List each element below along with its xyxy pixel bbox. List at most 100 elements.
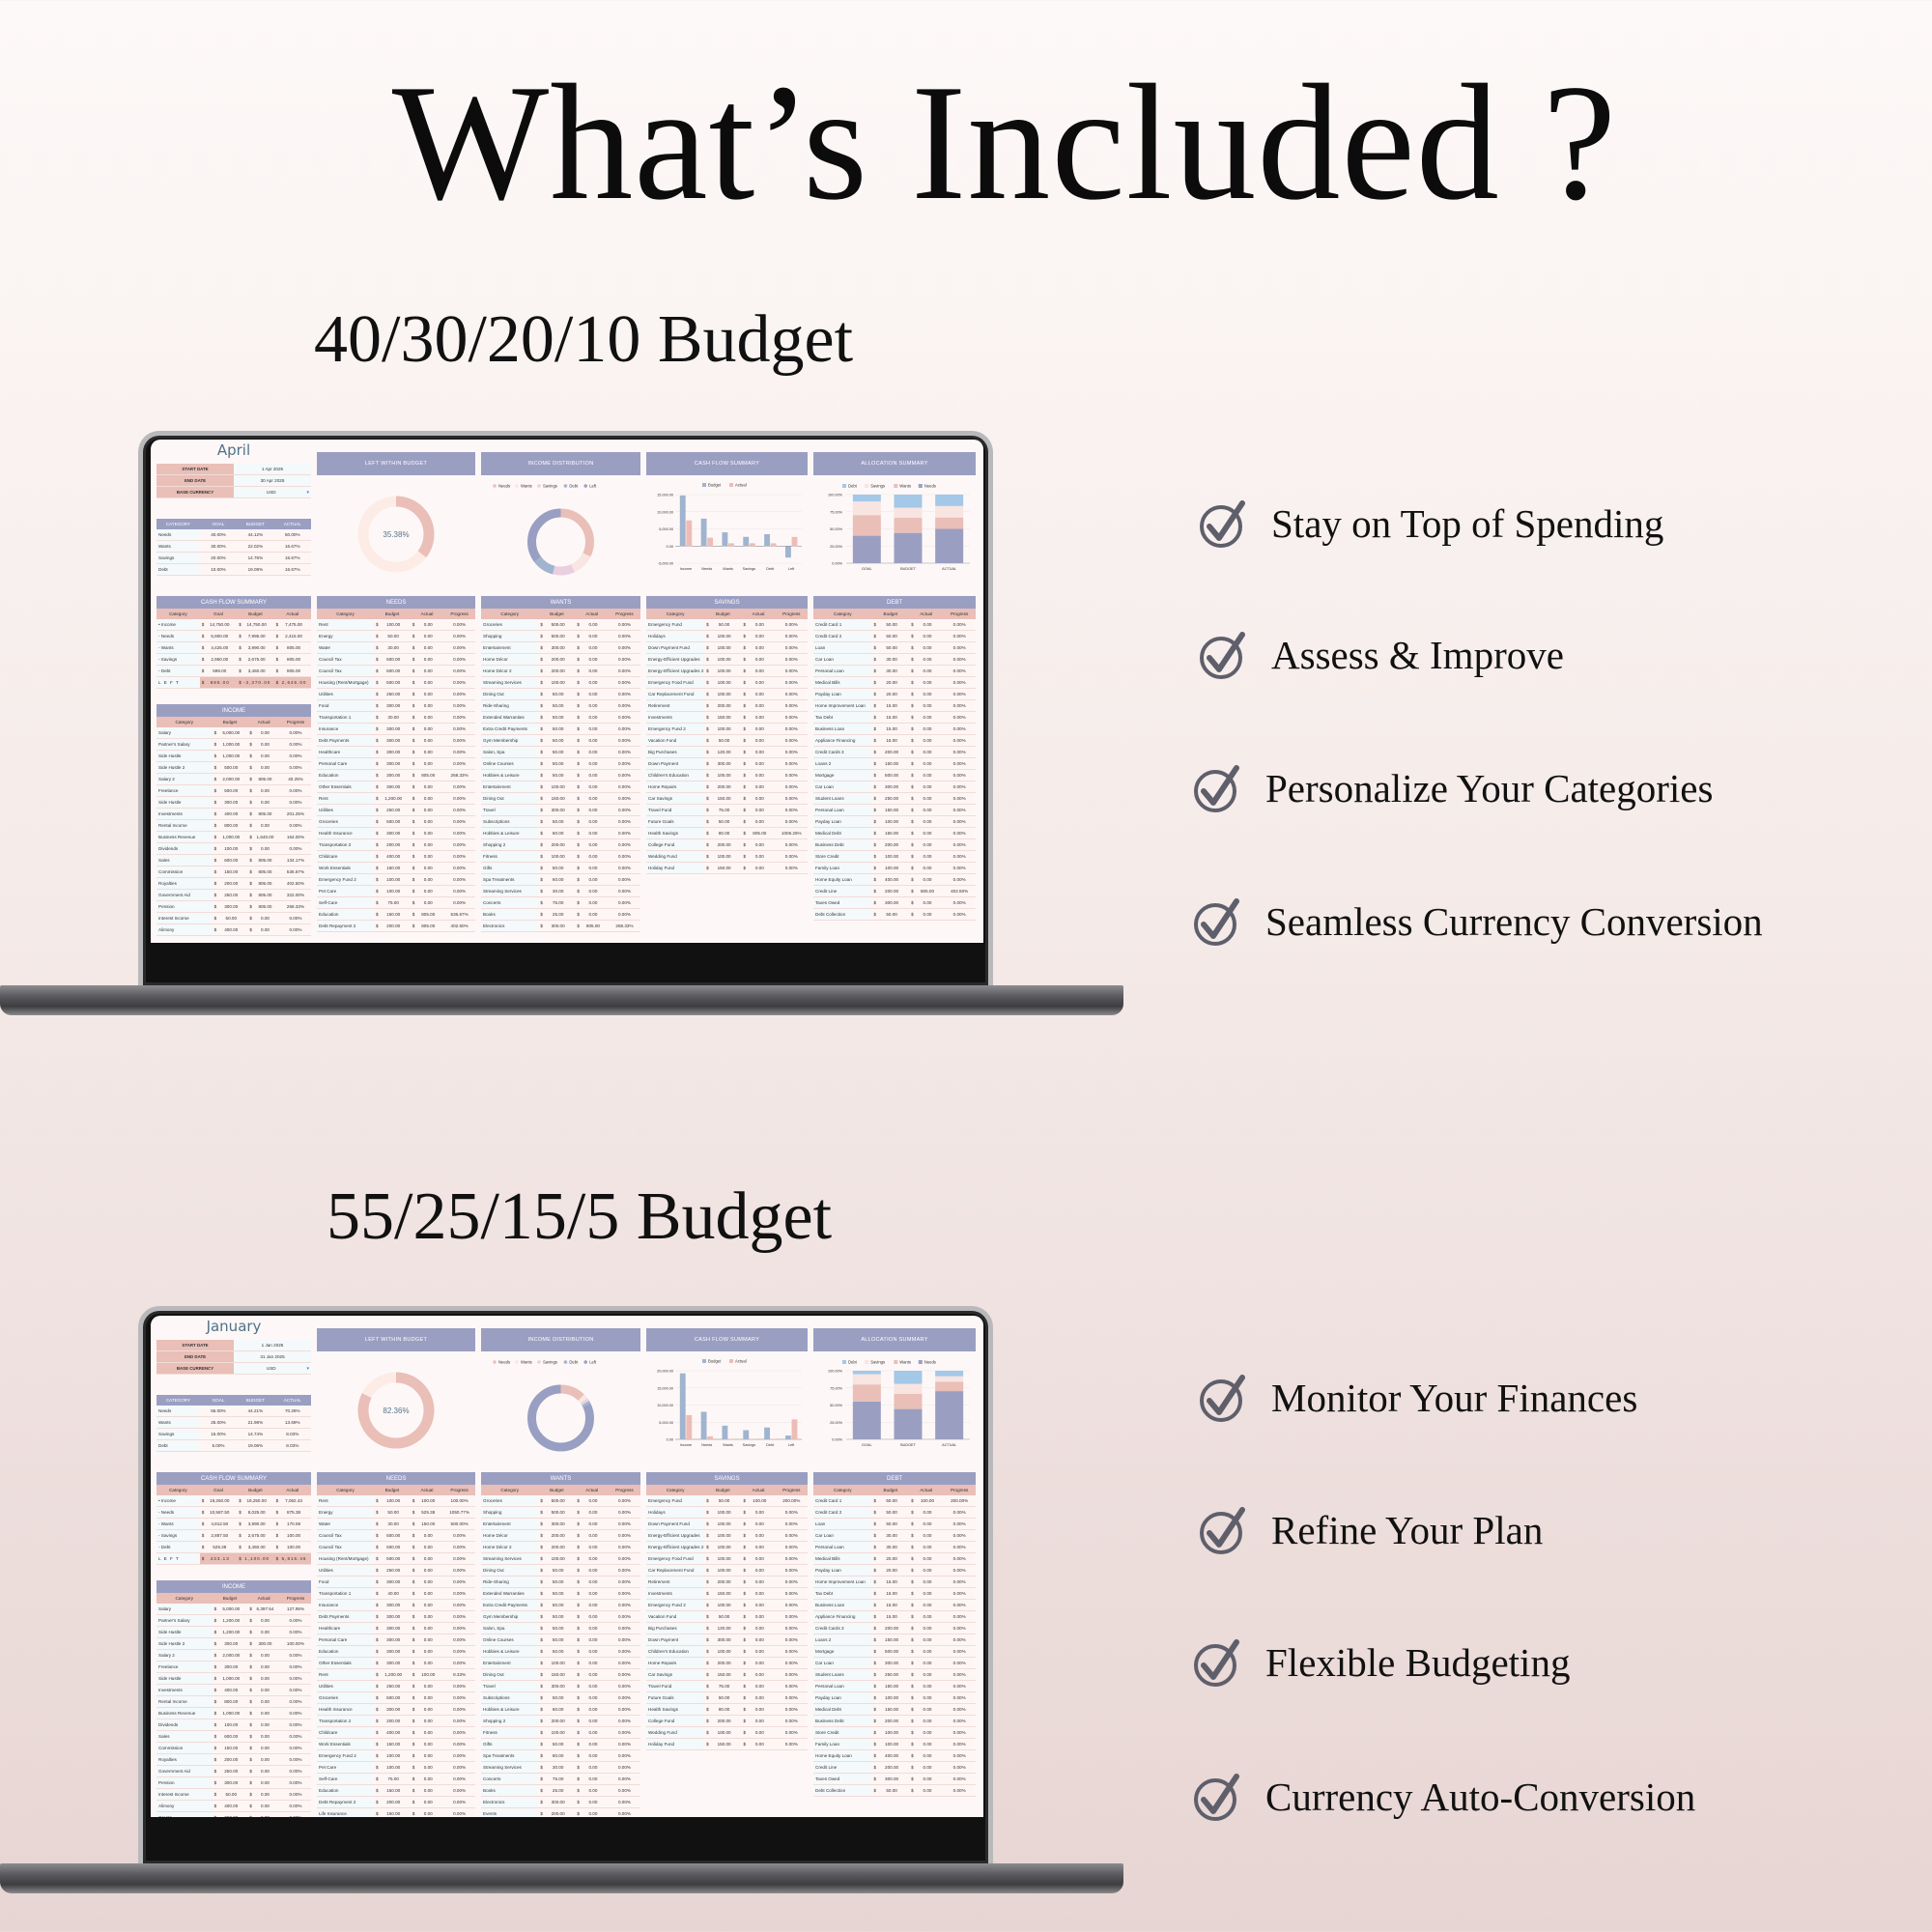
value-cell[interactable]: $0.00 [411, 1623, 443, 1634]
value-cell[interactable]: $0.00 [909, 793, 943, 804]
value-cell[interactable]: $50.00 [374, 1507, 411, 1518]
value-cell[interactable]: $250.00 [213, 890, 248, 900]
value-cell[interactable]: $0.00 [909, 1658, 943, 1668]
value-cell[interactable]: $0.00 [575, 839, 609, 850]
value-cell[interactable]: $0.00 [909, 1727, 943, 1738]
value-cell[interactable]: $0.00 [575, 770, 609, 781]
value-cell[interactable]: $50.00 [538, 747, 575, 757]
value-cell[interactable]: $100.00 [374, 619, 411, 630]
value-cell[interactable]: $0.00 [742, 1577, 776, 1587]
value-cell[interactable]: $20.00 [871, 689, 909, 699]
value-cell[interactable]: $0.00 [247, 1719, 280, 1730]
value-cell[interactable]: $0.00 [575, 1785, 609, 1796]
value-cell[interactable]: $0.00 [411, 712, 443, 723]
value-cell[interactable]: $0.00 [575, 1808, 609, 1817]
value-cell[interactable]: $150.00 [871, 1634, 909, 1645]
value-cell[interactable]: $0.00 [575, 689, 609, 699]
value-cell[interactable]: $500.00 [374, 1553, 411, 1564]
value-cell[interactable]: $30.00 [538, 1762, 575, 1773]
value-cell[interactable]: $50.00 [704, 1495, 741, 1506]
value-cell[interactable]: $200.00 [538, 1716, 575, 1726]
value-cell[interactable]: $200.00 [704, 781, 741, 792]
value-cell[interactable]: $0.00 [742, 793, 776, 804]
value-cell[interactable]: $0.00 [411, 781, 443, 792]
value-cell[interactable]: $0.00 [575, 828, 609, 838]
value-cell[interactable]: $0.00 [575, 1681, 609, 1691]
value-cell[interactable]: $400.00 [374, 1727, 411, 1738]
value-cell[interactable]: $100.00 [704, 851, 741, 862]
value-cell[interactable]: $0.00 [575, 816, 609, 827]
value-cell[interactable]: $50.00 [871, 1495, 909, 1506]
value-cell[interactable]: $0.00 [411, 724, 443, 734]
value-cell[interactable]: $0.00 [575, 735, 609, 746]
value-cell[interactable]: $0.00 [411, 1681, 443, 1691]
value-cell[interactable]: $0.00 [742, 1646, 776, 1657]
value-cell[interactable]: $200.00 [538, 839, 575, 850]
value-cell[interactable]: $30.00 [871, 666, 909, 676]
value-cell[interactable]: $300.00 [871, 1774, 909, 1784]
value-cell[interactable]: $0.00 [742, 1634, 776, 1645]
value-cell[interactable]: $500.00 [374, 677, 411, 688]
value-cell[interactable]: $500.00 [871, 770, 909, 781]
value-cell[interactable]: $0.00 [909, 747, 943, 757]
value-cell[interactable]: $300.00 [374, 1577, 411, 1587]
value-cell[interactable]: $0.00 [909, 1565, 943, 1576]
value-cell[interactable]: $500.00 [538, 1495, 575, 1506]
value-cell[interactable]: $0.00 [247, 1777, 280, 1788]
value-cell[interactable]: $800.00 [213, 1696, 248, 1707]
value-cell[interactable]: $250.00 [374, 805, 411, 815]
value-cell[interactable]: $0.00 [742, 839, 776, 850]
value-cell[interactable]: $0.00 [742, 631, 776, 641]
value-cell[interactable]: $0.00 [247, 785, 280, 796]
value-cell[interactable]: $0.00 [909, 1669, 943, 1680]
setting-value[interactable]: 1 Apr 2025 [234, 464, 311, 474]
value-cell[interactable]: $0.00 [909, 1507, 943, 1518]
value-cell[interactable]: $400.00 [213, 809, 248, 819]
value-cell[interactable]: $0.00 [742, 781, 776, 792]
value-cell[interactable]: $0.00 [742, 712, 776, 723]
value-cell[interactable]: $15.00 [871, 735, 909, 746]
value-cell[interactable]: $0.00 [909, 700, 943, 711]
value-cell[interactable]: $0.00 [575, 863, 609, 873]
value-cell[interactable]: $300.00 [538, 1681, 575, 1691]
value-cell[interactable]: $100.00 [704, 631, 741, 641]
value-cell[interactable]: $0.00 [247, 1708, 280, 1719]
value-cell[interactable]: $200.00 [704, 1577, 741, 1587]
value-cell[interactable]: $50.00 [871, 619, 909, 630]
value-cell[interactable]: $0.00 [411, 1692, 443, 1703]
value-cell[interactable]: $0.00 [575, 1519, 609, 1529]
value-cell[interactable]: $50.00 [538, 1588, 575, 1599]
value-cell[interactable]: $200.00 [538, 666, 575, 676]
value-cell[interactable]: $0.00 [742, 851, 776, 862]
value-cell[interactable]: $50.00 [704, 1692, 741, 1703]
value-cell[interactable]: $0.00 [909, 816, 943, 827]
value-cell[interactable]: $200.00 [213, 878, 248, 889]
value-cell[interactable]: $150.00 [871, 1681, 909, 1691]
value-cell[interactable]: $0.00 [742, 1681, 776, 1691]
value-cell[interactable]: $0.00 [247, 820, 280, 831]
dropdown-arrow-icon[interactable]: ▾ [306, 1365, 309, 1372]
value-cell[interactable]: $100.00 [411, 1495, 443, 1506]
value-cell[interactable]: $0.00 [411, 619, 443, 630]
value-cell[interactable]: $1,000.00 [213, 739, 248, 750]
value-cell[interactable]: $75.00 [538, 1774, 575, 1784]
value-cell[interactable]: $100.00 [704, 1530, 741, 1541]
value-cell[interactable]: $0.00 [575, 758, 609, 769]
value-cell[interactable]: $50.00 [538, 700, 575, 711]
value-cell[interactable]: $0.00 [575, 909, 609, 920]
value-cell[interactable]: $0.00 [742, 1565, 776, 1576]
value-cell[interactable]: $100.00 [704, 770, 741, 781]
value-cell[interactable]: $150.00 [538, 793, 575, 804]
value-cell[interactable]: $0.00 [575, 1600, 609, 1610]
value-cell[interactable]: $100.00 [704, 1553, 741, 1564]
value-cell[interactable]: $200.00 [374, 1797, 411, 1807]
value-cell[interactable]: $0.00 [247, 1615, 280, 1626]
value-cell[interactable]: $250.00 [213, 1766, 248, 1776]
value-cell[interactable]: $0.00 [575, 1542, 609, 1552]
value-cell[interactable]: $0.00 [575, 666, 609, 676]
value-cell[interactable]: $200.00 [871, 1716, 909, 1726]
value-cell[interactable]: $0.00 [411, 1785, 443, 1796]
value-cell[interactable]: $0.00 [575, 712, 609, 723]
value-cell[interactable]: $800.00 [213, 820, 248, 831]
value-cell[interactable]: $0.00 [742, 1692, 776, 1703]
